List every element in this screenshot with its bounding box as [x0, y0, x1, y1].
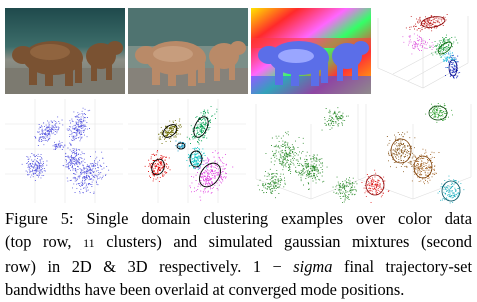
point-cluster [67, 108, 90, 151]
point-cluster [333, 177, 358, 202]
bear-segmented [128, 8, 248, 94]
point-cluster [190, 151, 234, 200]
point-cluster [22, 154, 48, 181]
point-cluster [145, 150, 171, 181]
caption-line: Figure 5: Single domain clustering examp… [5, 207, 472, 230]
point-cluster [35, 117, 64, 146]
figure [0, 0, 477, 206]
caption-line: bandwidths have been overlaid at converg… [5, 278, 472, 301]
point-cluster [53, 141, 66, 149]
caption-text: bandwidths have been overlaid at converg… [5, 280, 404, 299]
scatter-2d-clustered [128, 99, 246, 203]
caption-line: row) in 2D & 3D respectively. 1 − sigma … [5, 255, 472, 278]
bear-photo [5, 8, 125, 94]
caption-text: row) in 2D & 3D respectively. 1 − [5, 257, 293, 276]
bear-cluster-map [251, 8, 371, 94]
scatter-cloud [258, 108, 358, 203]
color-space-3d [373, 8, 473, 94]
point-cluster [322, 108, 349, 130]
caption-text: Figure 5: Single domain clustering examp… [5, 209, 472, 228]
scatter-3d-clustered [358, 104, 471, 203]
point-cluster [158, 119, 182, 144]
scatter-2d-raw [5, 99, 123, 203]
caption-line: (top row, 11 clusters) and simulated gau… [5, 230, 472, 255]
caption-text: (top row, [5, 232, 83, 251]
figure-caption: Figure 5: Single domain clustering examp… [5, 207, 472, 301]
caption-text: clusters) and simulated gaussian mixture… [95, 232, 472, 251]
caption-text: final trajectory-set [332, 257, 472, 276]
caption-text: 11 [83, 236, 95, 250]
scatter-3d-raw [256, 104, 366, 202]
caption-text: sigma [293, 257, 332, 276]
page: Figure 5: Single domain clustering examp… [0, 0, 477, 302]
point-cluster [266, 132, 304, 174]
point-cluster [187, 107, 218, 144]
